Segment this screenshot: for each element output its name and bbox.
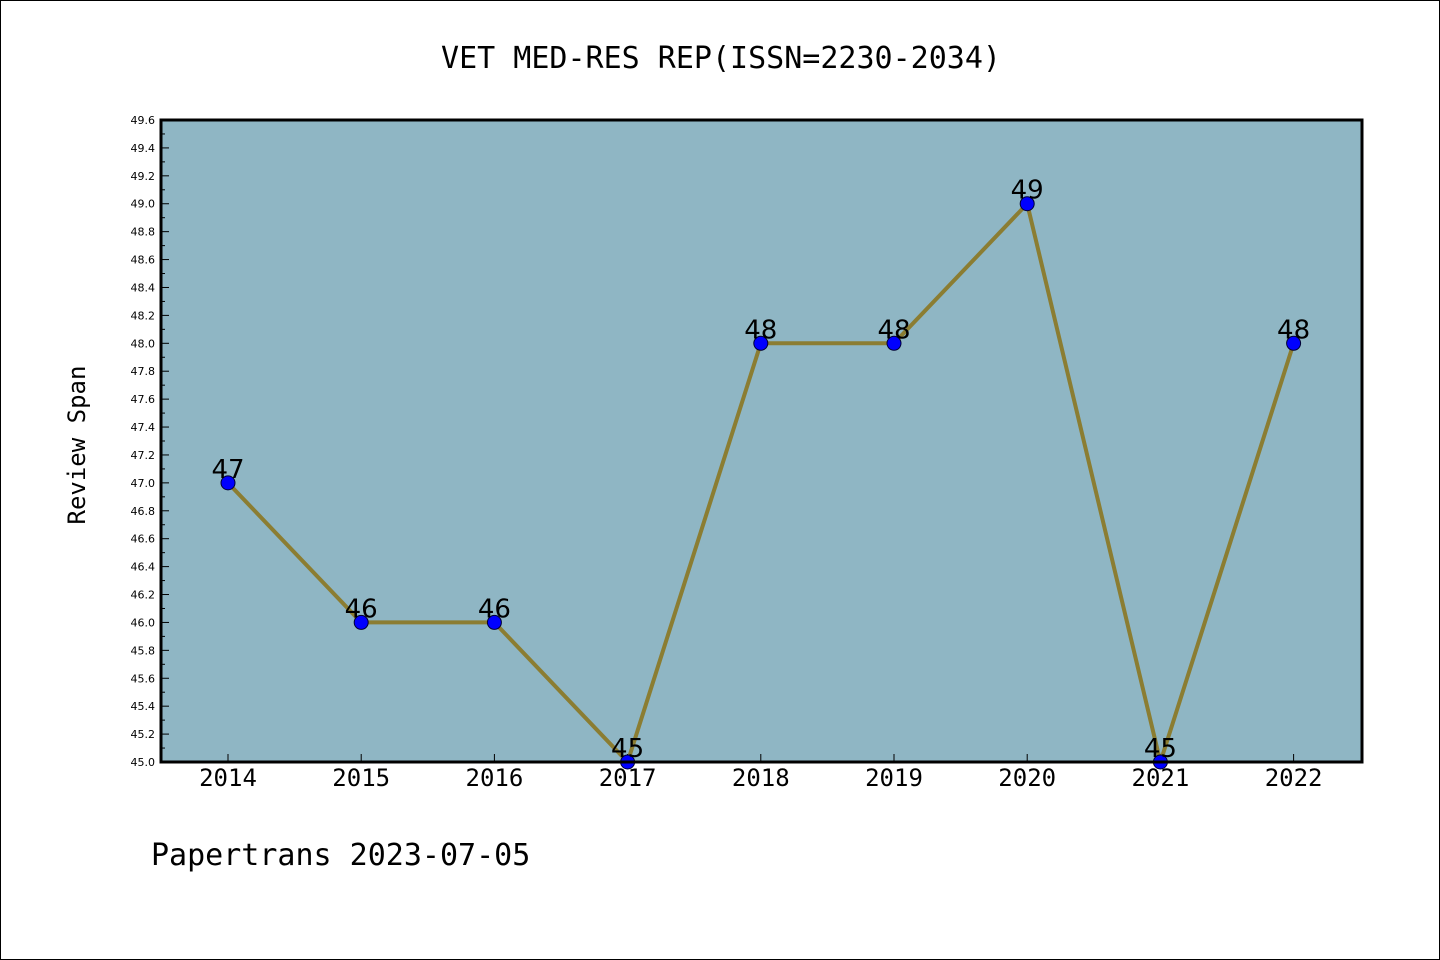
- y-tick-label: 47.0: [131, 477, 156, 490]
- x-tick-label: 2018: [732, 764, 790, 792]
- series-layer: 47 46 46 45 48 48 49 45 48: [211, 176, 1310, 770]
- y-tick-label: 45.2: [131, 728, 156, 741]
- plot-area: [161, 120, 1362, 762]
- y-tick-label: 45.0: [131, 756, 156, 769]
- x-tick-label: 2015: [332, 764, 390, 792]
- x-tick-label: 2014: [199, 764, 257, 792]
- plot-frame: [159, 118, 1364, 764]
- footer-credit: Papertrans 2023-07-05: [151, 838, 530, 873]
- y-tick-label: 47.4: [131, 421, 156, 434]
- y-tick-label: 48.2: [131, 309, 156, 322]
- data-point-label: 47: [211, 455, 244, 485]
- data-point-marker: [753, 335, 769, 351]
- x-tick-label: 2019: [865, 764, 923, 792]
- data-point-label: 48: [877, 315, 910, 345]
- data-point-label: 49: [1011, 176, 1044, 206]
- x-axis-ticks: 2014 2015 2016 2017 2018 2019 2020 2021 2022: [199, 754, 1322, 792]
- data-point-label: 48: [1277, 315, 1310, 345]
- y-tick-label: 45.4: [131, 700, 156, 713]
- y-tick-label: 47.2: [131, 449, 156, 462]
- data-point-marker: [886, 335, 902, 351]
- y-tick-label: 46.0: [131, 616, 156, 629]
- y-tick-label: 49.0: [131, 198, 156, 211]
- y-tick-label: 48.4: [131, 281, 156, 294]
- data-point-label: 45: [1144, 734, 1177, 764]
- y-tick-label: 46.2: [131, 589, 156, 602]
- data-point-label: 48: [744, 315, 777, 345]
- y-tick-label: 49.6: [131, 114, 156, 127]
- data-point-marker: [1019, 196, 1035, 212]
- y-tick-label: 46.8: [131, 505, 156, 518]
- y-tick-label: 49.4: [131, 142, 156, 155]
- y-tick-label: 49.2: [131, 170, 156, 183]
- y-tick-label: 48.6: [131, 254, 156, 267]
- y-tick-label: 48.8: [131, 226, 156, 239]
- data-point-marker: [1286, 335, 1302, 351]
- x-tick-label: 2020: [998, 764, 1056, 792]
- y-tick-label: 47.8: [131, 365, 156, 378]
- x-tick-label: 2022: [1265, 764, 1323, 792]
- x-tick-label: 2016: [466, 764, 524, 792]
- y-tick-label: 45.8: [131, 644, 156, 657]
- data-point-label: 46: [478, 594, 511, 624]
- y-tick-label: 46.4: [131, 561, 156, 574]
- y-tick-label: 48.0: [131, 337, 156, 350]
- chart-title: VET MED-RES REP(ISSN=2230-2034): [441, 41, 1001, 76]
- data-point-marker: [486, 614, 502, 630]
- data-point-label: 46: [345, 594, 378, 624]
- y-axis-ticks: 45.0 45.2 45.4 45.6 45.8 46.0 46.2 46.4 46.6 46.8…: [131, 114, 169, 769]
- data-point-marker: [353, 614, 369, 630]
- y-tick-label: 47.6: [131, 393, 156, 406]
- y-tick-label: 46.6: [131, 533, 156, 546]
- y-axis-label: Review Span: [63, 366, 91, 525]
- data-point-marker: [220, 475, 236, 491]
- data-point-label: 45: [611, 734, 644, 764]
- y-tick-label: 45.6: [131, 672, 156, 685]
